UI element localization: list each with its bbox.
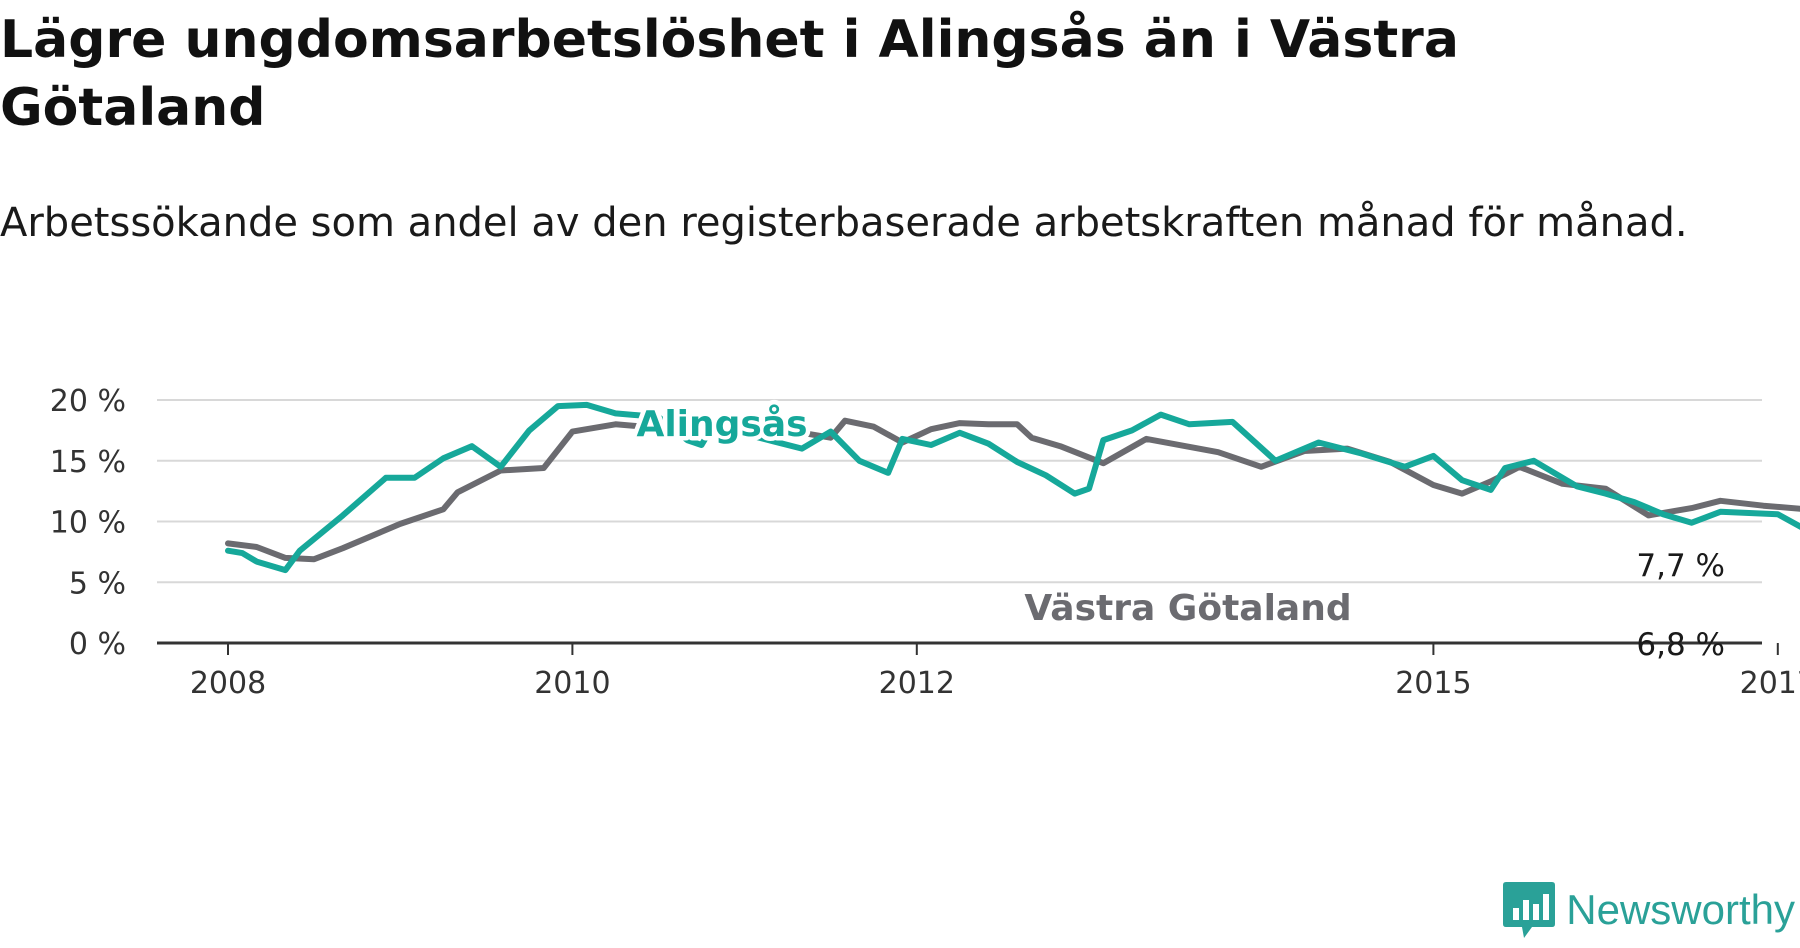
- end-label-vastra-gotaland: 7,7 %: [1636, 548, 1725, 584]
- series-line-alingsas: [225, 401, 1800, 574]
- y-tick-label: 10 %: [50, 506, 126, 541]
- newsworthy-logo-text: Newsworthy: [1566, 886, 1795, 933]
- y-tick-label: 20 %: [50, 384, 126, 419]
- x-tick-label: 2017: [1740, 666, 1800, 701]
- x-tick-label: 2012: [879, 666, 955, 701]
- series-labels: Alingsås Västra Götaland 7,7 % 6,8 %: [632, 400, 1725, 664]
- series-label-alingsas: Alingsås: [636, 404, 807, 445]
- x-tick-label: 2008: [190, 666, 266, 701]
- newsworthy-logo: Newsworthy: [1502, 878, 1795, 942]
- y-axis-ticks: 0 % 5 % 10 % 15 % 20 %: [50, 384, 126, 662]
- x-tick-label: 2010: [534, 666, 610, 701]
- newsworthy-logo-icon: [1503, 882, 1556, 938]
- series-lines: [225, 401, 1800, 574]
- x-axis: 20082010201220152017202020222024: [157, 641, 1800, 701]
- x-tick-label: 2015: [1395, 666, 1471, 701]
- line-chart: 0 % 5 % 10 % 15 % 20 % 2008 2010 2012 2015 2017 2…: [50, 384, 1800, 701]
- chart-title: Lägre ungdomsarbetslöshet i Alingsås än …: [0, 10, 1459, 138]
- y-tick-label: 5 %: [69, 566, 126, 601]
- grid-lines: [157, 399, 1762, 584]
- y-tick-label: 0 %: [69, 627, 126, 662]
- y-tick-label: 15 %: [50, 445, 126, 480]
- series-line-vastra-gotaland: [225, 415, 1800, 563]
- end-label-alingsas: 6,8 %: [1636, 627, 1725, 663]
- series-label-vastra-gotaland: Västra Götaland: [1024, 588, 1351, 629]
- chart-subtitle: Arbetssökande som andel av den registerb…: [0, 200, 1688, 246]
